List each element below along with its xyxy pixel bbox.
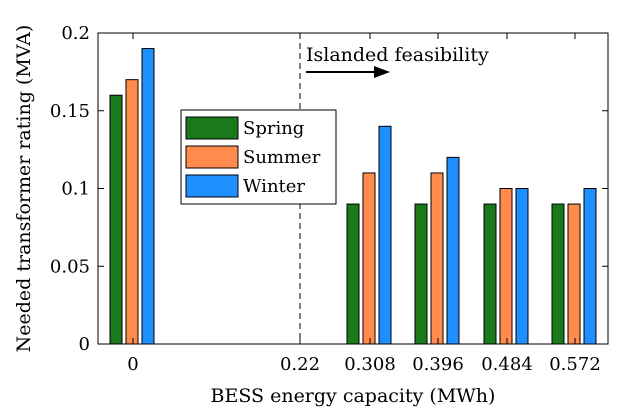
x-tick-label: 0.484 [481,354,533,375]
bar-summer-0.308 [362,172,376,345]
x-tick-label: 0.22 [280,354,320,375]
bar-summer-0.396 [430,172,444,345]
y-tick-label: 0.15 [50,101,90,122]
y-axis-title: Needed transformer rating (MVA) [13,25,35,353]
bar-summer-0 [125,79,139,345]
bar-summer-0.484 [499,188,513,345]
y-tick-label: 0.05 [50,256,90,277]
annotation-layer: Islanded feasibility [306,44,489,78]
x-tick-label: 0.396 [412,354,464,375]
bar-winter-0.396 [446,156,460,345]
y-tick-label: 0.1 [61,179,90,200]
bar-spring-0.308 [346,203,360,345]
y-tick-label: 0.2 [61,23,90,44]
bar-summer-0.572 [567,203,581,345]
legend-swatch-spring [185,116,239,140]
arrow-head-icon [374,66,390,78]
legend-label-summer: Summer [243,147,321,168]
bar-spring-0.484 [483,203,497,345]
x-tick-label: 0.308 [344,354,396,375]
bar-winter-0.572 [583,188,597,345]
x-tick-label: 0 [127,354,138,375]
bars-layer [109,48,597,345]
islanded-feasibility-label: Islanded feasibility [306,44,489,66]
legend-swatch-winter [185,174,239,198]
bar-spring-0.396 [414,203,428,345]
x-tick-label: 0.572 [549,354,601,375]
bar-spring-0.572 [551,203,565,345]
ticks-layer: 0 0.05 0.1 0.15 0.2 0 0.22 0.308 0.396 0.484 0.572 [50,23,608,375]
bar-winter-0.484 [515,188,529,345]
bar-spring-0 [109,94,123,345]
y-tick-label: 0 [79,334,90,355]
bar-winter-0.308 [378,125,392,345]
legend-label-winter: Winter [243,176,305,197]
bar-winter-0 [141,48,155,345]
x-axis-title: BESS energy capacity (MWh) [211,385,496,407]
legend-label-spring: Spring [243,118,304,139]
legend-swatch-summer [185,145,239,169]
legend: Spring Summer Winter [180,109,337,205]
